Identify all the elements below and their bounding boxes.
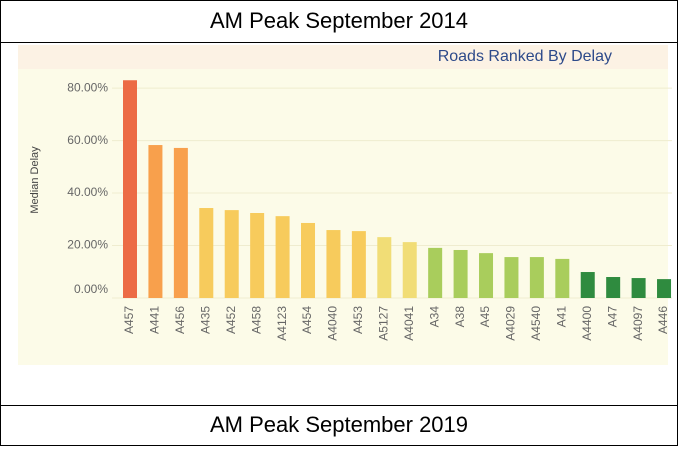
x-tick-label: A45 — [478, 306, 492, 328]
bar — [123, 80, 137, 298]
x-tick-label: A4097 — [631, 306, 645, 341]
x-tick-label: A435 — [198, 306, 212, 334]
x-tick-label: A453 — [351, 306, 365, 334]
x-tick-label: A4123 — [275, 306, 289, 341]
x-tick-label: A446 — [656, 306, 670, 334]
x-tick-label: A458 — [249, 306, 263, 334]
x-tick-label: A4040 — [326, 306, 340, 341]
y-axis-label: Median Delay — [29, 146, 41, 214]
header-title: AM Peak September 2014 — [210, 8, 468, 33]
x-tick-label: A4029 — [504, 306, 518, 341]
footer-title: AM Peak September 2019 — [210, 412, 468, 437]
chart-background — [18, 45, 668, 365]
bar — [428, 247, 443, 298]
bar — [606, 277, 621, 298]
x-tick-label: A4400 — [580, 306, 594, 341]
bar — [301, 222, 316, 298]
x-tick-label: A4540 — [529, 306, 543, 341]
x-tick-label: A441 — [148, 306, 162, 334]
bar — [504, 257, 519, 298]
x-tick-label: A41 — [554, 306, 568, 328]
x-tick-label: A47 — [605, 306, 619, 328]
y-tick-label: 0.00% — [74, 282, 108, 296]
bar — [377, 237, 392, 298]
y-tick-label: 60.00% — [67, 133, 108, 147]
bar — [326, 230, 341, 298]
bar — [173, 147, 188, 298]
bar — [657, 279, 672, 298]
x-tick-label: A454 — [300, 306, 314, 334]
y-tick-label: 80.00% — [67, 80, 108, 94]
bar — [199, 208, 214, 298]
x-tick-label: A452 — [224, 306, 238, 334]
chart-title-band — [18, 45, 668, 69]
bar — [529, 257, 544, 298]
bar — [479, 253, 494, 298]
bar — [148, 145, 163, 298]
x-tick-label: A4041 — [402, 306, 416, 341]
x-tick-label: A38 — [453, 306, 467, 328]
bar — [555, 258, 570, 298]
x-tick-label: A457 — [122, 306, 136, 334]
bar — [224, 210, 239, 298]
x-tick-label: A5127 — [376, 306, 390, 341]
bar — [631, 278, 646, 298]
bar — [351, 231, 366, 298]
x-tick-label: A456 — [173, 306, 187, 334]
x-tick-label: A34 — [427, 306, 441, 328]
bar — [250, 212, 265, 298]
bar — [580, 272, 595, 298]
bar — [275, 216, 290, 298]
y-tick-label: 20.00% — [67, 238, 108, 252]
chart-title: Roads Ranked By Delay — [438, 48, 612, 65]
bar — [453, 249, 468, 298]
y-tick-label: 40.00% — [67, 185, 108, 199]
bar — [402, 242, 417, 298]
